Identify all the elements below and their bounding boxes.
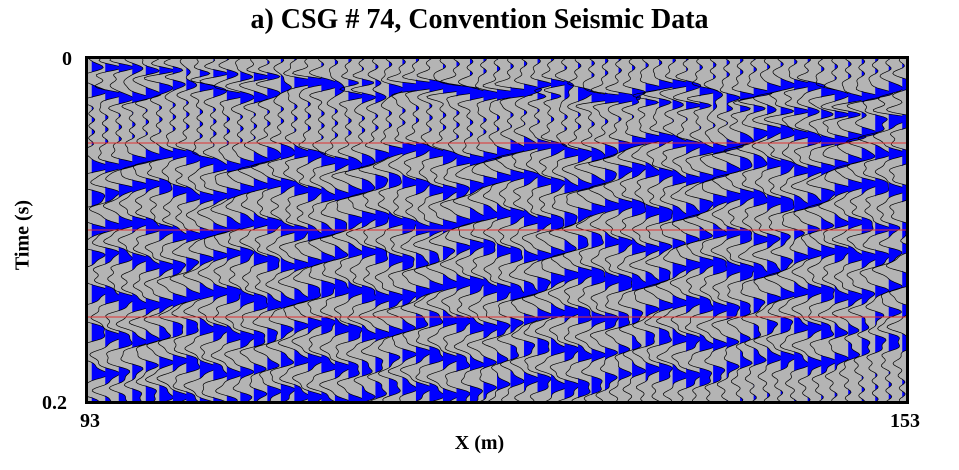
trace-fill [348,56,368,404]
trace-fill [132,56,152,404]
trace-fill [753,56,773,404]
trace-fill [497,56,519,404]
trace-fill [469,56,490,404]
trace-fill [253,56,273,404]
x-tick-label-left: 93 [80,410,100,432]
x-tick-label-right: 153 [890,410,920,432]
time-marker-group [85,142,909,318]
trace-fill [186,56,205,404]
seismic-plot-area [85,56,909,404]
x-axis-label: X (m) [454,432,505,454]
trace-fill [375,56,395,404]
chart-title: a) CSG # 74, Convention Seismic Data [250,4,709,35]
trace-fill [240,56,260,404]
trace-fill [780,56,797,404]
y-axis-label: Time (s) [11,199,34,271]
trace-fill [483,56,504,404]
y-tick-label-top: 0 [62,48,72,70]
trace-fill [361,56,380,404]
trace-fill [767,56,786,404]
plot-frame [85,56,909,404]
y-tick-label-bottom: 0.2 [42,392,67,414]
